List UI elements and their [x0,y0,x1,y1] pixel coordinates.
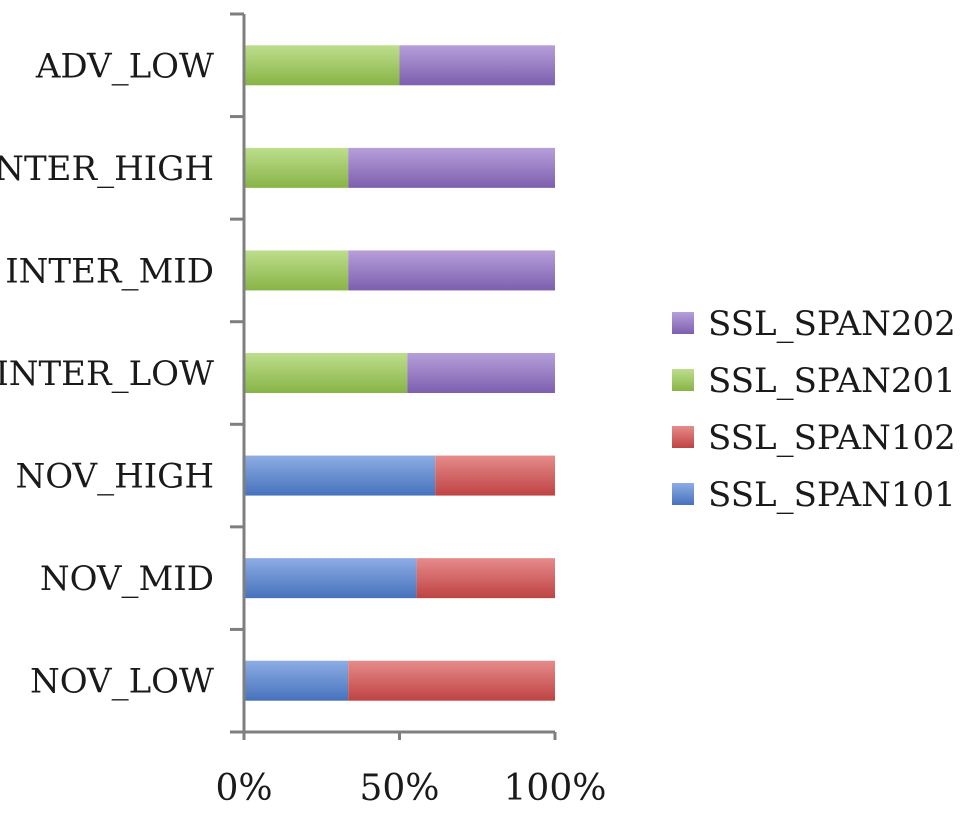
category-label: NOV_HIGH [16,457,214,497]
bar-nov-mid-ssl-span101 [244,558,417,599]
bar-nov-high-ssl-span102 [435,455,555,496]
axes-layer [230,12,557,740]
legend-label-ssl-span201: SSL_SPAN201 [708,361,956,401]
x-tick-label: 50% [359,768,439,809]
bar-nov-high-ssl-span101 [244,455,436,496]
bar-inter-low-ssl-span202 [407,353,555,393]
bar-adv-low-ssl-span201 [244,45,400,86]
bar-adv-low-ssl-span202 [399,45,555,86]
legend-swatch-ssl-span102 [672,426,694,448]
legend-swatch-ssl-span101 [672,483,694,505]
x-tick-label: 0% [215,768,272,809]
bars-layer [244,45,555,701]
legend-label-ssl-span202: SSL_SPAN202 [708,304,956,344]
legend-label-ssl-span102: SSL_SPAN102 [708,418,956,458]
legend: SSL_SPAN202 SSL_SPAN201 SSL_SPAN102 SSL_SPA… [672,304,956,515]
bar-inter-mid-ssl-span202 [348,250,555,291]
x-tick-label: 100% [504,768,607,809]
bar-inter-mid-ssl-span201 [244,250,349,291]
bar-inter-low-ssl-span201 [244,353,408,393]
bar-inter-high-ssl-span202 [348,147,555,188]
legend-swatch-ssl-span202 [672,312,694,334]
bar-nov-low-ssl-span102 [348,660,555,701]
category-label: NOV_MID [40,559,214,599]
legend-label-ssl-span101: SSL_SPAN101 [708,475,956,515]
labels-layer: ADV_LOW INTER_HIGH INTER_MID INTER_LOW NOV_H… [0,46,606,809]
bar-inter-high-ssl-span201 [244,147,349,188]
bar-nov-low-ssl-span101 [244,660,349,701]
bar-nov-mid-ssl-span102 [416,558,555,599]
category-label: INTER_LOW [0,354,214,394]
category-label: NOV_LOW [30,662,214,702]
category-label: ADV_LOW [35,46,214,86]
legend-swatch-ssl-span201 [672,369,694,391]
category-label: INTER_MID [5,251,214,291]
category-label: INTER_HIGH [0,149,214,189]
